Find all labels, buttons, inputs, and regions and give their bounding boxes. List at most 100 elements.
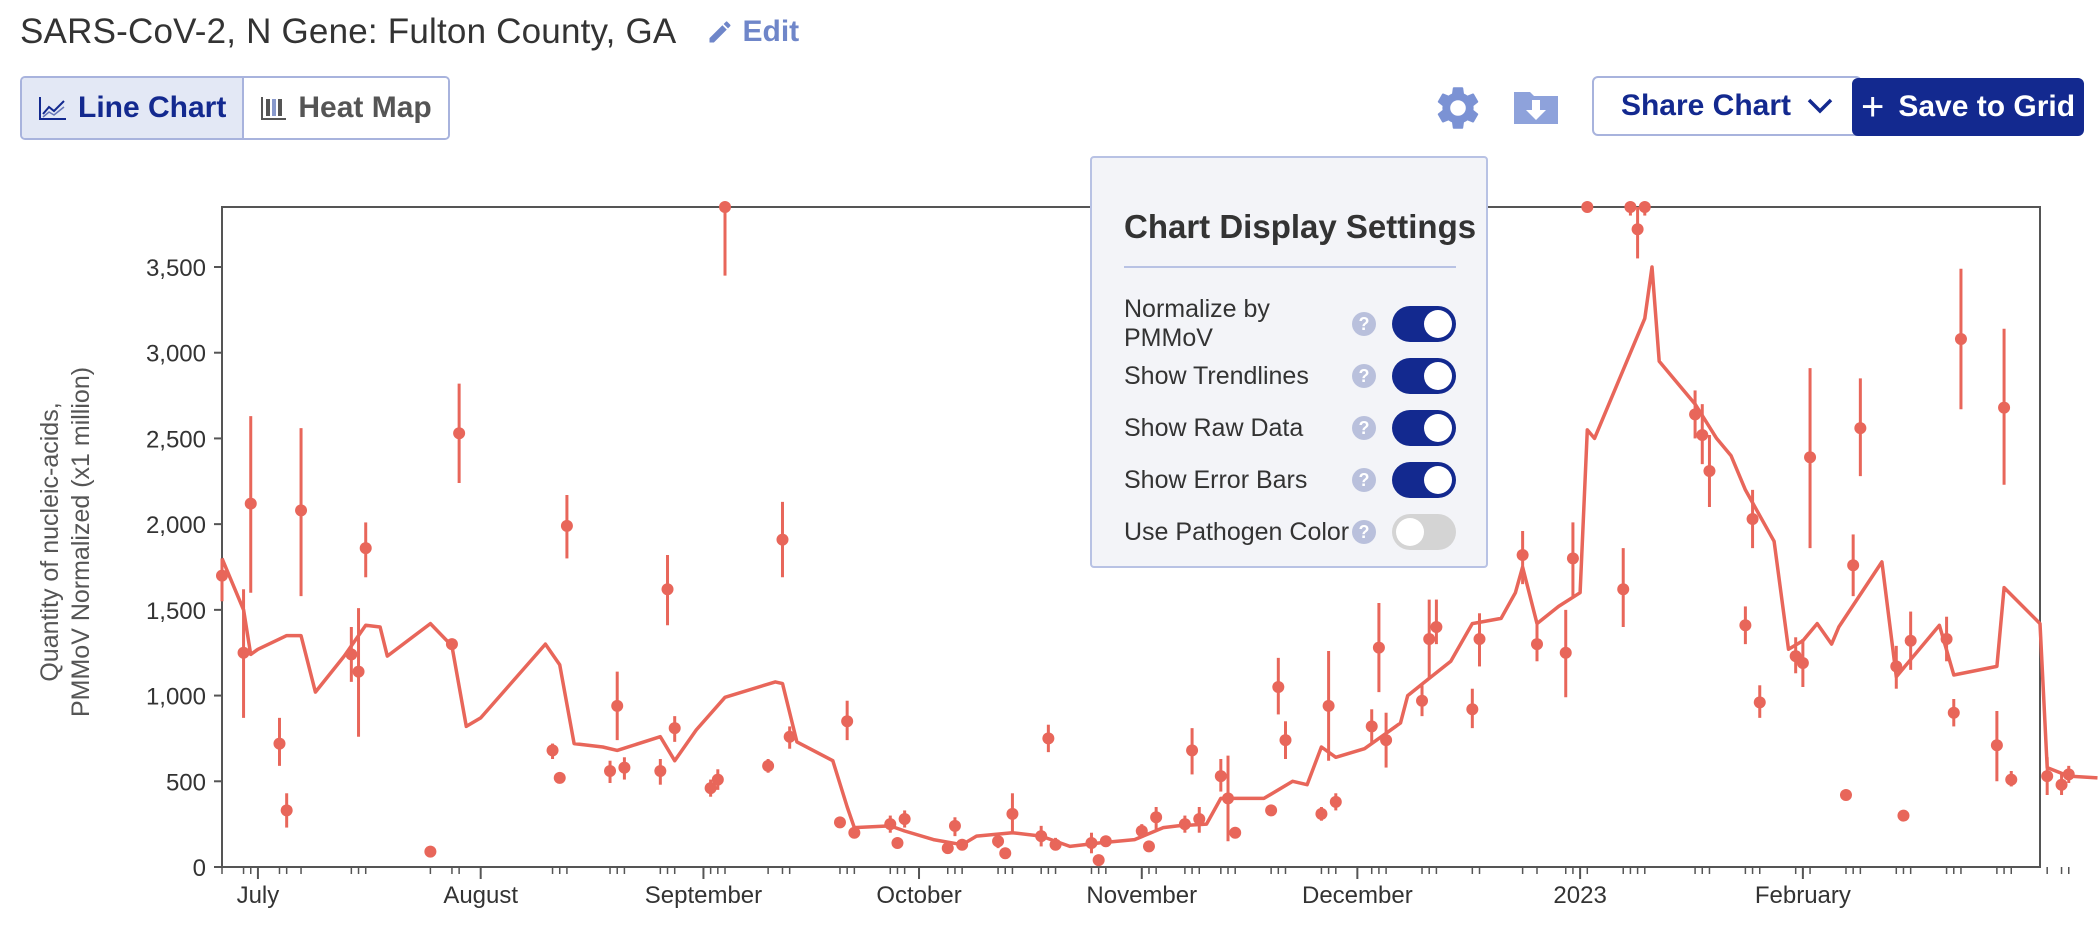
show-trendlines-toggle[interactable] <box>1392 358 1456 394</box>
x-tick-label: September <box>645 882 762 909</box>
data-point <box>1193 813 1206 825</box>
data-point <box>553 771 566 784</box>
data-point <box>1279 734 1292 747</box>
setting-show-trendlines: Show Trendlines ? <box>1124 354 1456 398</box>
share-chart-label: Share Chart <box>1620 89 1792 122</box>
line-chart-label: Line Chart <box>78 91 227 124</box>
data-point <box>1473 633 1486 645</box>
toggle-knob <box>1424 466 1452 494</box>
download-icon <box>1514 92 1558 124</box>
x-tick-label: 2023 <box>1553 882 1606 909</box>
y-tick-label: 1,500 <box>146 598 206 625</box>
data-point <box>1222 792 1235 805</box>
chart-type-toggle: Line Chart Heat Map <box>20 76 450 140</box>
normalize-by-pmmov-toggle[interactable] <box>1392 306 1456 342</box>
data-point <box>704 782 717 795</box>
toggle-knob <box>1424 362 1452 390</box>
data-point <box>1796 657 1809 669</box>
data-point <box>1703 465 1716 477</box>
setting-label: Show Raw Data <box>1124 413 1304 442</box>
y-tick-label: 500 <box>166 769 206 796</box>
data-point <box>2055 778 2068 791</box>
data-point <box>1430 621 1443 633</box>
data-point <box>1042 732 1055 745</box>
help-icon[interactable]: ? <box>1352 416 1376 440</box>
data-point <box>1559 646 1572 659</box>
data-point <box>1739 619 1752 632</box>
chevron-down-icon <box>1807 98 1833 114</box>
data-point <box>1947 706 1960 719</box>
help-icon[interactable]: ? <box>1352 312 1376 336</box>
data-point <box>841 715 854 728</box>
show-error-bars-toggle[interactable] <box>1392 462 1456 498</box>
data-point <box>1049 838 1062 851</box>
data-point <box>237 646 250 659</box>
data-point <box>1839 789 1852 801</box>
data-point <box>1085 837 1098 849</box>
data-point <box>1466 703 1479 716</box>
data-point <box>1897 809 1910 822</box>
data-point <box>848 826 861 839</box>
edit-button[interactable]: Edit <box>706 15 799 49</box>
edit-label: Edit <box>742 15 800 48</box>
data-point <box>1315 807 1328 820</box>
data-point <box>604 765 617 777</box>
share-chart-button[interactable]: Share Chart <box>1592 76 1862 136</box>
download-button[interactable] <box>1512 88 1560 131</box>
pencil-icon <box>709 21 731 43</box>
line-chart-icon <box>39 97 66 120</box>
line-chart-tab[interactable]: Line Chart <box>22 78 243 138</box>
save-to-grid-button[interactable]: + Save to Grid <box>1852 78 2084 136</box>
data-point <box>1322 699 1335 712</box>
settings-gear-button[interactable] <box>1432 82 1484 139</box>
setting-label: Normalize by PMMoV <box>1124 295 1270 352</box>
data-point <box>352 665 365 678</box>
data-point <box>1998 401 2011 414</box>
use-pathogen-color-toggle[interactable] <box>1392 514 1456 550</box>
data-point <box>948 819 961 832</box>
y-axis-label-line-2: PMMoV Normalized (x1 million) <box>67 367 95 717</box>
data-point <box>1035 830 1048 843</box>
data-point <box>884 818 897 831</box>
data-point <box>1365 720 1378 733</box>
setting-label: Use Pathogen Color <box>1124 517 1350 546</box>
data-point <box>941 842 954 855</box>
data-point <box>719 201 732 213</box>
y-tick-label: 1,000 <box>146 684 206 711</box>
y-tick-label: 0 <box>193 855 206 882</box>
data-point <box>424 845 437 858</box>
chart-display-settings-panel: Chart Display Settings Normalize by PMMo… <box>1090 156 1488 568</box>
data-point <box>611 699 624 712</box>
data-point <box>1229 826 1242 839</box>
y-tick-label: 2,000 <box>146 512 206 539</box>
y-tick-label: 3,000 <box>146 341 206 368</box>
heat-map-tab[interactable]: Heat Map <box>242 78 448 138</box>
data-point <box>1854 422 1867 435</box>
setting-label: Show Error Bars <box>1124 465 1308 494</box>
data-point <box>1416 694 1429 707</box>
data-point <box>560 519 573 532</box>
data-point <box>1214 770 1227 783</box>
data-point <box>1624 201 1637 213</box>
save-to-grid-label: Save to Grid <box>1898 90 2076 123</box>
data-point <box>668 722 681 735</box>
data-point <box>345 648 358 661</box>
help-icon[interactable]: ? <box>1352 364 1376 388</box>
data-point <box>1696 429 1709 441</box>
data-point <box>1265 804 1278 817</box>
show-raw-data-toggle[interactable] <box>1392 410 1456 446</box>
data-point <box>1890 660 1903 673</box>
data-point <box>1380 734 1393 747</box>
data-point <box>711 773 724 786</box>
help-icon[interactable]: ? <box>1352 468 1376 492</box>
data-point <box>833 816 846 829</box>
setting-show-raw-data: Show Raw Data ? <box>1124 406 1456 450</box>
data-point <box>1689 408 1702 421</box>
data-point <box>1372 641 1385 654</box>
data-point <box>1638 201 1651 213</box>
data-point <box>1530 638 1543 651</box>
setting-label: Show Trendlines <box>1124 361 1309 390</box>
help-icon[interactable]: ? <box>1352 520 1376 544</box>
data-point <box>762 759 775 772</box>
